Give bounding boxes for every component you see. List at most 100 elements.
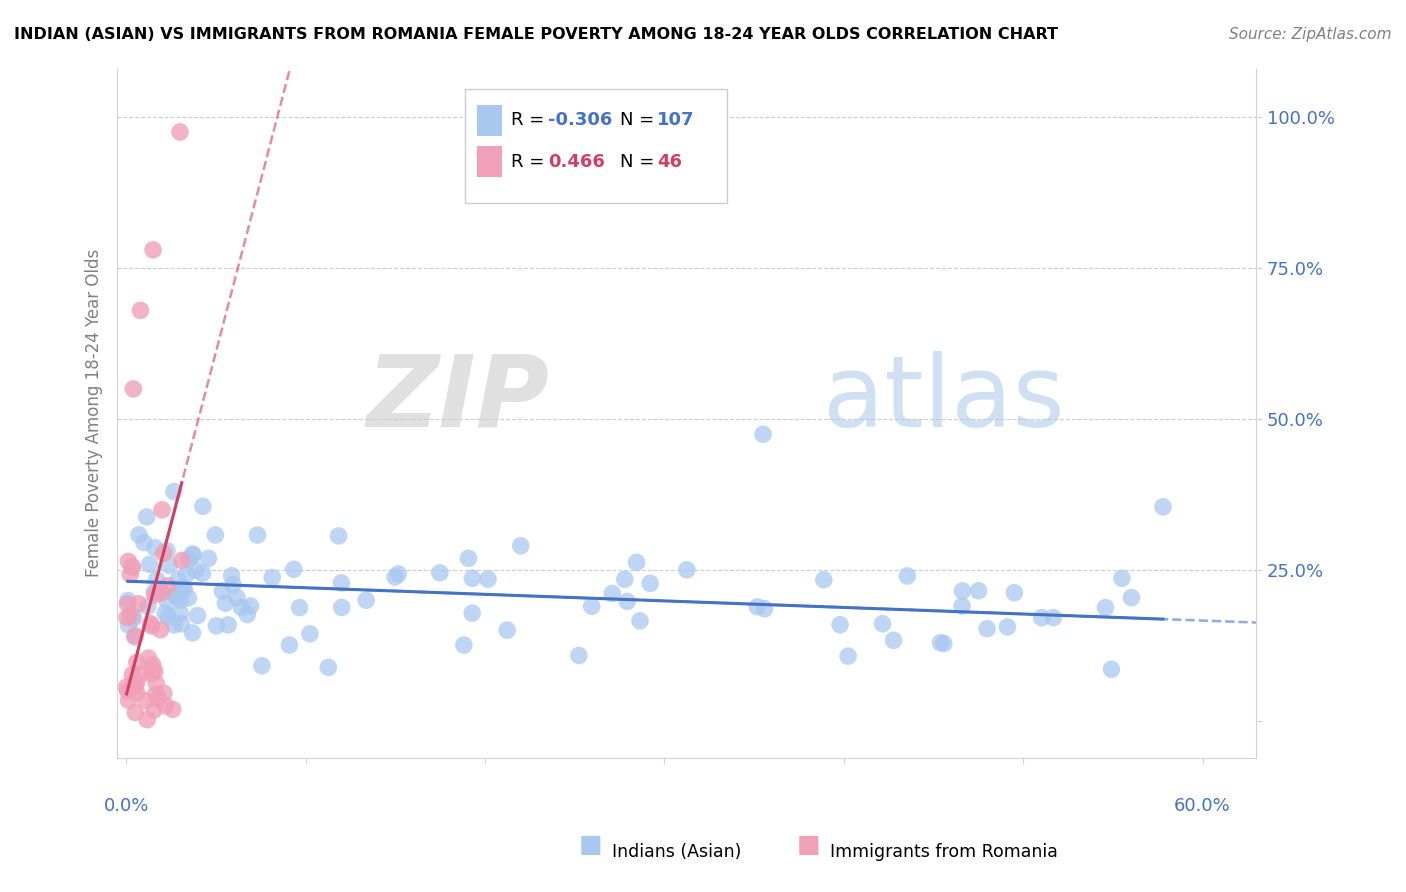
Point [162,702,184,716]
Point [132,535,155,549]
Point [170,553,193,567]
Point [628,614,651,628]
Point [124,630,146,644]
Point [135,510,157,524]
Point [150,503,173,517]
Point [932,636,955,650]
Text: R =: R = [512,112,550,129]
Point [298,627,321,641]
Point [330,576,353,591]
Point [231,600,253,615]
Point [217,618,239,632]
Point [1031,611,1053,625]
Point [181,549,204,563]
Point [170,616,193,631]
Point [117,597,139,611]
Point [1152,500,1174,514]
Point [1042,610,1064,624]
Point [136,599,159,614]
Point [117,618,139,632]
Point [169,606,191,620]
Point [211,583,233,598]
Point [616,594,638,608]
Point [141,619,163,633]
Point [752,427,775,442]
Point [117,684,139,698]
Point [330,600,353,615]
Text: 46: 46 [657,153,682,170]
Point [122,676,145,690]
Point [117,554,139,568]
Point [138,558,160,572]
Point [142,657,165,672]
Point [157,558,180,573]
Point [121,612,143,626]
Point [127,597,149,611]
Point [626,555,648,569]
Point [967,583,990,598]
Point [142,663,165,677]
Point [173,582,195,597]
Point [169,125,191,139]
Point [828,617,851,632]
Point [613,572,636,586]
Point [129,303,152,318]
Point [163,484,186,499]
Point [1094,600,1116,615]
Point [136,713,159,727]
Text: 0.466: 0.466 [548,153,605,170]
Point [125,655,148,669]
Point [288,600,311,615]
Point [152,546,174,560]
Point [191,566,214,581]
Point [117,693,139,707]
Point [929,636,952,650]
Point [155,698,177,713]
Point [129,667,152,681]
Point [143,665,166,679]
Point [124,629,146,643]
Point [950,599,973,613]
Point [246,528,269,542]
Point [581,599,603,614]
Point [222,577,245,591]
Point [262,570,284,584]
Point [165,590,187,604]
Point [496,623,519,637]
Point [384,570,406,584]
Point [318,660,340,674]
Point [149,582,172,596]
Point [236,607,259,622]
Point [250,658,273,673]
Point [226,591,249,605]
Point [121,560,143,574]
Point [754,601,776,615]
Point [138,651,160,665]
Point [181,626,204,640]
Text: ■: ■ [579,833,602,857]
Point [117,593,139,607]
Text: R =: R = [512,153,557,170]
Point [204,528,226,542]
Point [184,563,207,577]
Text: 0.0%: 0.0% [104,797,149,814]
Point [813,573,835,587]
Point [457,551,479,566]
Point [477,572,499,586]
Text: N =: N = [620,112,659,129]
Point [122,609,145,624]
Text: Source: ZipAtlas.com: Source: ZipAtlas.com [1229,27,1392,42]
Point [328,529,350,543]
Point [429,566,451,580]
Point [872,616,894,631]
Point [1099,662,1122,676]
Point [156,609,179,624]
Point [354,593,377,607]
Point [135,694,157,708]
Point [143,541,166,555]
Point [146,692,169,706]
Point [995,620,1018,634]
Point [181,547,204,561]
Point [1002,585,1025,599]
Point [153,686,176,700]
